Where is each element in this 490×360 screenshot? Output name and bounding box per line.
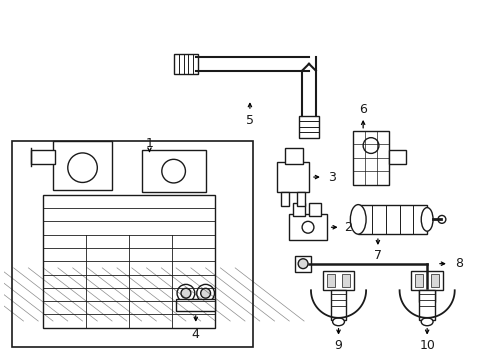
Circle shape xyxy=(302,221,314,233)
Bar xyxy=(419,290,435,320)
Circle shape xyxy=(438,215,446,223)
Text: 2: 2 xyxy=(344,221,352,234)
Bar xyxy=(431,274,439,287)
Bar xyxy=(297,192,305,206)
Text: 3: 3 xyxy=(328,171,336,184)
Text: 9: 9 xyxy=(335,339,343,352)
Text: 10: 10 xyxy=(419,339,435,352)
Circle shape xyxy=(363,138,379,153)
Bar xyxy=(299,116,319,138)
Bar xyxy=(43,195,216,328)
Bar xyxy=(12,141,253,347)
Bar xyxy=(174,54,198,74)
Text: 6: 6 xyxy=(359,103,367,116)
Ellipse shape xyxy=(350,204,366,234)
Text: 7: 7 xyxy=(374,249,382,262)
Bar xyxy=(331,290,346,320)
Bar xyxy=(285,148,303,164)
Circle shape xyxy=(181,288,191,298)
Ellipse shape xyxy=(333,318,344,326)
Circle shape xyxy=(197,284,215,302)
Bar xyxy=(412,271,443,290)
Bar xyxy=(281,192,289,206)
Circle shape xyxy=(68,153,98,183)
Bar xyxy=(323,271,354,290)
Circle shape xyxy=(177,284,195,302)
Bar xyxy=(358,204,427,234)
Bar xyxy=(176,299,216,311)
Bar xyxy=(416,274,423,287)
Text: 4: 4 xyxy=(192,328,200,341)
Text: 1: 1 xyxy=(146,137,153,150)
Bar xyxy=(31,150,55,164)
Bar xyxy=(353,131,389,185)
Circle shape xyxy=(298,259,308,269)
Bar xyxy=(295,256,311,271)
Bar xyxy=(142,150,206,192)
Text: 8: 8 xyxy=(455,257,463,270)
Bar xyxy=(309,203,321,216)
Circle shape xyxy=(201,288,211,298)
Text: 5: 5 xyxy=(246,114,254,127)
Bar xyxy=(277,162,309,192)
Bar xyxy=(293,203,305,216)
Bar xyxy=(289,215,327,240)
Bar xyxy=(53,141,112,190)
Bar xyxy=(343,274,350,287)
Bar xyxy=(389,150,407,164)
Circle shape xyxy=(422,289,432,299)
Bar xyxy=(419,286,435,302)
Ellipse shape xyxy=(421,208,433,231)
Bar xyxy=(327,274,335,287)
Circle shape xyxy=(162,159,185,183)
Ellipse shape xyxy=(421,318,433,326)
